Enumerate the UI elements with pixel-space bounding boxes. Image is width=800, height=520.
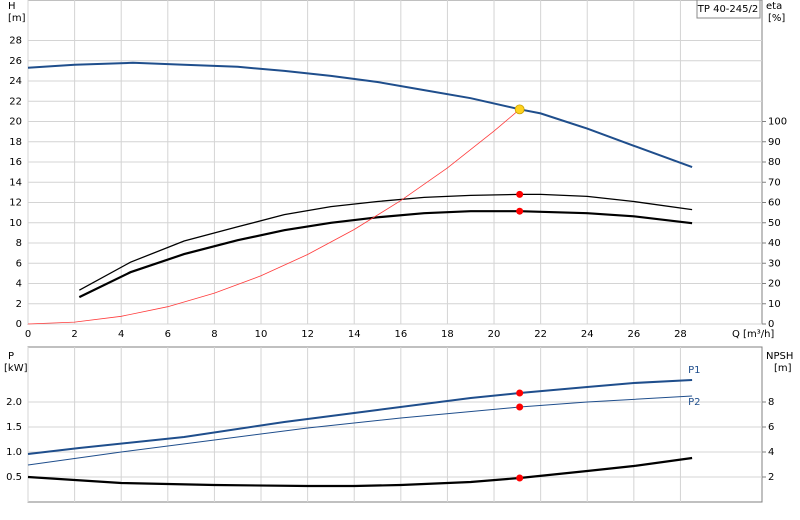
y-tick-label: 28	[9, 36, 22, 47]
x-tick-label: 2	[71, 329, 77, 340]
curve	[27, 456, 693, 488]
operating-point	[516, 389, 524, 397]
y2-tick-label: 50	[768, 218, 781, 229]
y-tick-label: 1.5	[6, 422, 22, 433]
y-tick-label: 6	[16, 258, 22, 269]
x-tick-label: 0	[25, 329, 31, 340]
y2-label: eta	[766, 1, 782, 12]
curve	[27, 379, 693, 455]
y-tick-label: 2.0	[6, 397, 22, 408]
y-tick-label: 10	[9, 218, 22, 229]
y2-tick-label: 2	[768, 472, 774, 483]
y-label: H	[8, 1, 16, 12]
y-unit: [kW]	[4, 363, 28, 374]
curve	[27, 61, 693, 169]
curve	[78, 210, 693, 299]
y-tick-label: 0.5	[6, 472, 22, 483]
x-tick-label: 20	[488, 329, 501, 340]
y-tick-label: 8	[16, 238, 22, 249]
y-tick-label: 22	[9, 96, 22, 107]
y2-tick-label: 70	[768, 177, 781, 188]
y-tick-label: 0	[16, 319, 22, 330]
x-tick-label: 16	[394, 329, 407, 340]
curve	[27, 395, 693, 466]
y2-tick-label: 10	[768, 299, 781, 310]
x-label: Q [m³/h]	[732, 329, 774, 340]
x-tick-label: 14	[348, 329, 361, 340]
y2-tick-label: 90	[768, 137, 781, 148]
operating-point	[516, 474, 524, 482]
x-tick-label: 4	[118, 329, 124, 340]
operating-point	[514, 104, 525, 115]
y-tick-label: 14	[9, 177, 22, 188]
y-tick-label: 24	[9, 76, 22, 87]
y-tick-label: 18	[9, 137, 22, 148]
y-label: P	[8, 351, 14, 362]
y2-tick-label: 40	[768, 238, 781, 249]
y2-unit: [m]	[774, 363, 792, 374]
y2-tick-label: 4	[768, 447, 774, 458]
y2-tick-label: 20	[768, 279, 781, 290]
y2-unit: [%]	[768, 13, 785, 24]
title-box	[696, 0, 761, 19]
x-tick-label: 28	[674, 329, 687, 340]
y-tick-label: 12	[9, 198, 22, 209]
y-tick-label: 16	[9, 157, 22, 168]
y-tick-label: 2	[16, 299, 22, 310]
y2-tick-label: 8	[768, 397, 774, 408]
y2-tick-label: 6	[768, 422, 774, 433]
x-tick-label: 22	[534, 329, 547, 340]
chart-title: TP 40-245/2	[697, 4, 758, 15]
operating-point	[516, 190, 524, 198]
x-tick-label: 10	[255, 329, 268, 340]
operating-point	[516, 207, 524, 215]
y-unit: [m]	[8, 13, 26, 24]
x-tick-label: 24	[581, 329, 594, 340]
y-tick-label: 4	[16, 279, 22, 290]
x-tick-label: 8	[211, 329, 217, 340]
y2-tick-label: 60	[768, 198, 781, 209]
y2-tick-label: 80	[768, 157, 781, 168]
y2-label: NPSH	[766, 351, 793, 362]
x-tick-label: 6	[165, 329, 171, 340]
y-tick-label: 26	[9, 56, 22, 67]
y-tick-label: 20	[9, 117, 22, 128]
x-tick-label: 18	[441, 329, 454, 340]
curve	[78, 193, 693, 291]
y2-tick-label: 0	[768, 319, 774, 330]
curve-label: P1	[688, 365, 700, 376]
y2-tick-label: 100	[768, 117, 787, 128]
x-tick-label: 26	[627, 329, 640, 340]
operating-point	[516, 403, 524, 411]
x-tick-label: 12	[301, 329, 314, 340]
y2-tick-label: 30	[768, 258, 781, 269]
curve	[27, 108, 520, 325]
curve-label: P2	[688, 397, 700, 408]
y-tick-label: 1.0	[6, 447, 22, 458]
plot-frame	[27, 346, 763, 503]
